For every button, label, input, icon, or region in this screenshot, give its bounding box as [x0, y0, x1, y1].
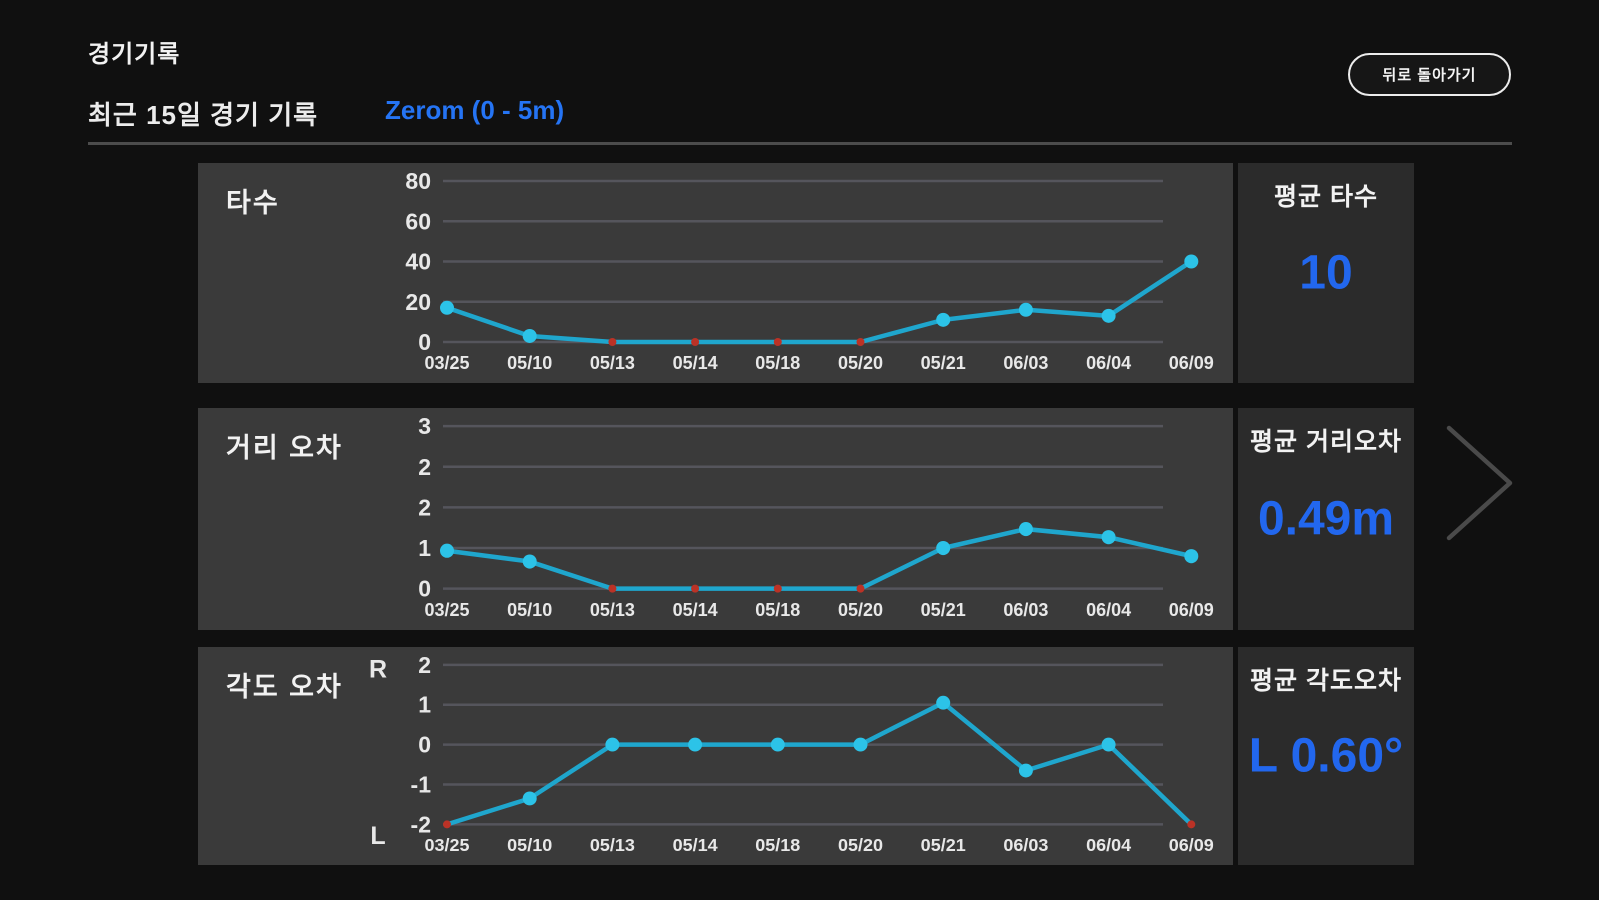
svg-text:05/18: 05/18 [755, 353, 800, 373]
svg-text:06/09: 06/09 [1169, 353, 1214, 373]
svg-text:-1: -1 [411, 772, 432, 798]
svg-text:2: 2 [418, 454, 431, 480]
back-button[interactable]: 뒤로 돌아가기 [1348, 53, 1511, 96]
angle-error-row: 각도 오차 2 1 0 -1 -2 R L 03/25 05/10 05/13 05/14 05/18… [198, 647, 1414, 865]
average-strokes-panel: 평균 타수 10 [1238, 163, 1414, 383]
strokes-chart-title: 타수 [226, 188, 280, 218]
svg-text:60: 60 [405, 208, 431, 234]
page-title: 경기기록 [88, 41, 181, 68]
svg-text:05/13: 05/13 [590, 353, 635, 373]
average-angle-error-value: L 0.60° [1248, 729, 1404, 783]
average-angle-error-panel: 평균 각도오차 L 0.60° [1238, 647, 1414, 865]
svg-text:05/18: 05/18 [755, 600, 800, 620]
svg-text:05/20: 05/20 [838, 835, 883, 855]
svg-text:05/20: 05/20 [838, 600, 883, 620]
svg-text:05/10: 05/10 [507, 353, 552, 373]
svg-text:L: L [370, 822, 385, 850]
svg-text:20: 20 [405, 289, 431, 315]
average-angle-error-label: 평균 각도오차 [1250, 667, 1402, 695]
average-strokes-label: 평균 타수 [1274, 183, 1378, 211]
recent-games-label: 최근 15일 경기 기록 [88, 100, 319, 130]
svg-text:0: 0 [418, 732, 431, 758]
svg-text:05/18: 05/18 [755, 835, 800, 855]
svg-text:05/21: 05/21 [921, 600, 966, 620]
angle-error-chart-title: 각도 오차 [226, 672, 343, 702]
svg-text:05/13: 05/13 [590, 600, 635, 620]
strokes-line-chart: 80 60 40 20 003/25 05/10 05/13 05/14 05/18 05/20 0… [405, 168, 1214, 373]
header-divider [88, 142, 1512, 145]
svg-text:05/10: 05/10 [507, 600, 552, 620]
average-distance-error-panel: 평균 거리오차 0.49m [1238, 408, 1414, 630]
svg-text:06/03: 06/03 [1003, 600, 1048, 620]
distance-error-row: 거리 오차 3 2 2 1 0 03/25 05/10 05/13 05/14 05/18 05/2… [198, 408, 1414, 630]
average-strokes-value: 10 [1299, 246, 1353, 300]
svg-text:80: 80 [405, 168, 431, 194]
svg-text:0: 0 [418, 576, 431, 602]
svg-text:1: 1 [418, 692, 431, 718]
svg-text:03/25: 03/25 [424, 835, 469, 855]
average-distance-error-label: 평균 거리오차 [1250, 428, 1402, 456]
svg-text:-2: -2 [411, 811, 431, 837]
angle-error-line-chart: 2 1 0 -1 -2 R L 03/25 05/10 05/13 05/14 05/18 05/20 0… [369, 652, 1214, 855]
svg-text:06/04: 06/04 [1086, 600, 1131, 620]
average-distance-error-value: 0.49m [1257, 492, 1395, 546]
svg-text:05/21: 05/21 [921, 835, 966, 855]
svg-text:05/20: 05/20 [838, 353, 883, 373]
svg-text:0: 0 [418, 329, 431, 355]
svg-text:06/03: 06/03 [1003, 353, 1048, 373]
distance-error-chart-title: 거리 오차 [226, 433, 343, 463]
svg-text:06/04: 06/04 [1086, 835, 1131, 855]
svg-text:R: R [369, 656, 387, 684]
svg-text:05/14: 05/14 [673, 835, 718, 855]
mode-filter-label[interactable]: Zerom (0 - 5m) [385, 95, 565, 125]
angle-error-chart-panel: 각도 오차 2 1 0 -1 -2 R L 03/25 05/10 05/13 05/14 05/18… [198, 647, 1233, 865]
svg-text:03/25: 03/25 [424, 600, 469, 620]
svg-text:3: 3 [418, 413, 431, 439]
strokes-row: 타수 80 60 40 20 0 03/25 05/10 05/13 05/14 05/18 05/… [198, 163, 1414, 383]
svg-text:03/25: 03/25 [424, 353, 469, 373]
svg-text:06/04: 06/04 [1086, 353, 1131, 373]
distance-error-chart-panel: 거리 오차 3 2 2 1 0 03/25 05/10 05/13 05/14 05/18 05/2… [198, 408, 1233, 630]
strokes-chart-panel: 타수 80 60 40 20 0 03/25 05/10 05/13 05/14 05/18 05/… [198, 163, 1233, 383]
svg-text:05/14: 05/14 [673, 600, 718, 620]
svg-text:2: 2 [418, 652, 431, 678]
svg-text:1: 1 [418, 535, 431, 561]
svg-text:06/09: 06/09 [1169, 835, 1214, 855]
chevron-right-icon[interactable] [1441, 420, 1521, 550]
svg-text:06/09: 06/09 [1169, 600, 1214, 620]
distance-error-line-chart: 3 2 2 1 003/25 05/10 05/13 05/14 05/18 05/20 05/21… [418, 413, 1214, 620]
svg-text:05/21: 05/21 [921, 353, 966, 373]
svg-text:06/03: 06/03 [1003, 835, 1048, 855]
svg-text:05/13: 05/13 [590, 835, 635, 855]
svg-text:05/10: 05/10 [507, 835, 552, 855]
svg-text:40: 40 [405, 249, 431, 275]
svg-text:05/14: 05/14 [673, 353, 718, 373]
svg-text:2: 2 [418, 494, 431, 520]
